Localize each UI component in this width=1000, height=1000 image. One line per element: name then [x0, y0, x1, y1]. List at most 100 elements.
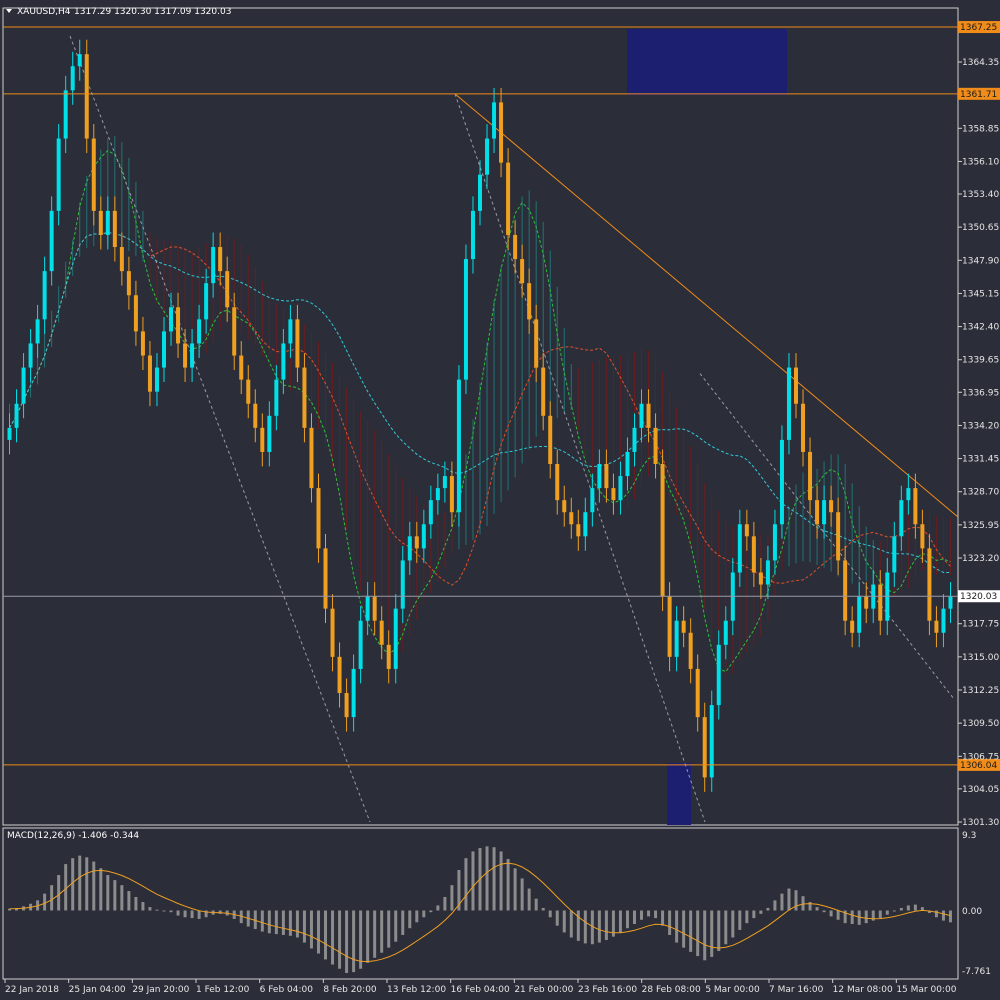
- candle: [527, 268, 532, 334]
- candle: [162, 316, 166, 383]
- macd-histogram-bar: [464, 858, 468, 911]
- candle: [583, 497, 588, 551]
- macd-histogram-bar: [436, 905, 440, 911]
- price-tick-label: 1364.35: [962, 58, 999, 68]
- macd-histogram-bar: [394, 910, 398, 942]
- level-price-tag: [958, 87, 1000, 100]
- price-tick-label: 1315.00: [962, 653, 999, 663]
- macd-histogram-bar: [548, 910, 552, 918]
- macd-histogram-bar: [499, 851, 503, 911]
- candle: [316, 473, 321, 563]
- macd-histogram-bar: [387, 910, 391, 948]
- candle: [653, 413, 658, 479]
- candle: [105, 196, 110, 250]
- symbol-menu-icon[interactable]: [6, 9, 12, 13]
- macd-histogram-bar: [380, 910, 384, 953]
- candles: [7, 39, 953, 792]
- candle: [176, 292, 181, 358]
- macd-histogram-bar: [625, 910, 629, 929]
- candle: [281, 328, 286, 395]
- macd-histogram-bar: [148, 907, 152, 911]
- macd-histogram-bar: [759, 910, 763, 914]
- macd-histogram-bar: [324, 910, 328, 960]
- candle: [386, 630, 391, 684]
- macd-histogram-bar: [485, 846, 489, 911]
- macd-histogram-bar: [703, 910, 707, 961]
- time-axis: 22 Jan 2018 25 Jan 04:00 29 Jan 20:00 1 Feb…: [4, 979, 957, 995]
- candle: [576, 509, 581, 551]
- macd-histogram-bar: [155, 909, 159, 911]
- candle: [442, 461, 447, 503]
- macd-axis-zero: 0.00: [962, 907, 982, 917]
- macd-histogram-bar: [885, 910, 889, 915]
- macd-histogram-bar: [331, 910, 335, 965]
- ohlc-readout: 1317.29 1320.30 1317.09 1320.03: [74, 7, 231, 17]
- macd-histogram-bar: [801, 896, 805, 911]
- macd-histogram-bar: [808, 902, 812, 911]
- demand-zone[interactable]: [667, 763, 691, 825]
- trend-lines[interactable]: [69, 35, 959, 823]
- macd-histogram-bar: [724, 910, 728, 945]
- candle: [534, 304, 539, 383]
- price-levels[interactable]: 1367.25 1361.71 1306.04 1320.03: [3, 21, 1000, 771]
- candle: [562, 485, 567, 527]
- price-tick-label: 1339.65: [962, 356, 999, 366]
- candle: [850, 606, 855, 648]
- macd-histogram-bar: [871, 910, 875, 921]
- macd-histogram-bar: [183, 910, 187, 918]
- candle: [253, 389, 258, 443]
- candle: [878, 570, 883, 636]
- macd-histogram-bar: [309, 910, 313, 949]
- macd-histogram-bar: [752, 910, 756, 919]
- macd-histogram-bar: [745, 910, 749, 924]
- candle: [478, 160, 482, 226]
- channel-line[interactable]: [454, 93, 706, 823]
- candle: [21, 353, 26, 419]
- macd-signal-line: [9, 862, 951, 963]
- candle: [758, 558, 763, 600]
- time-tick-label: 8 Feb 20:00: [323, 985, 377, 995]
- time-tick-label: 7 Mar 16:00: [769, 985, 824, 995]
- candle: [695, 654, 700, 732]
- candle: [660, 449, 665, 612]
- candle: [28, 328, 33, 383]
- candle: [295, 304, 300, 383]
- candle: [379, 606, 384, 660]
- level-price-label: 1367.25: [960, 23, 997, 33]
- channel-line[interactable]: [69, 35, 371, 823]
- candle: [786, 353, 791, 455]
- candle: [604, 449, 609, 503]
- macd-histogram-bar: [457, 869, 461, 911]
- candle: [147, 341, 152, 407]
- macd-histogram-bar: [590, 910, 594, 945]
- candle: [836, 497, 841, 575]
- candle: [91, 124, 96, 226]
- macd-histogram-bar: [506, 859, 510, 911]
- candle: [169, 292, 174, 346]
- candle: [941, 594, 946, 648]
- price-tick-label: 1323.20: [962, 554, 999, 564]
- macd-histogram-bar: [710, 910, 714, 957]
- macd-histogram-bar: [843, 910, 847, 924]
- macd-histogram-bar: [611, 910, 615, 937]
- supply-zone[interactable]: [627, 29, 787, 95]
- macd-histogram-bar: [934, 910, 938, 918]
- macd-axis-top: 9.3: [962, 831, 976, 841]
- candle: [414, 521, 419, 563]
- price-tick-label: 1347.90: [962, 256, 999, 266]
- macd-pane-frame: [2, 827, 959, 980]
- macd-histogram-bar: [899, 907, 903, 911]
- price-tick-label: 1345.15: [962, 289, 999, 299]
- resistance-trendline[interactable]: [454, 93, 959, 518]
- macd-histogram-bar: [857, 910, 861, 925]
- macd-histogram-bar: [604, 910, 608, 941]
- macd-histogram-bar: [345, 910, 349, 973]
- price-tick-label: 1356.10: [962, 157, 999, 167]
- candle: [302, 353, 307, 443]
- macd-histogram-bar: [113, 880, 117, 911]
- channel-line[interactable]: [699, 373, 955, 700]
- candle: [934, 606, 939, 648]
- macd-histogram-bar: [569, 910, 573, 938]
- macd-histogram-bar: [302, 910, 306, 943]
